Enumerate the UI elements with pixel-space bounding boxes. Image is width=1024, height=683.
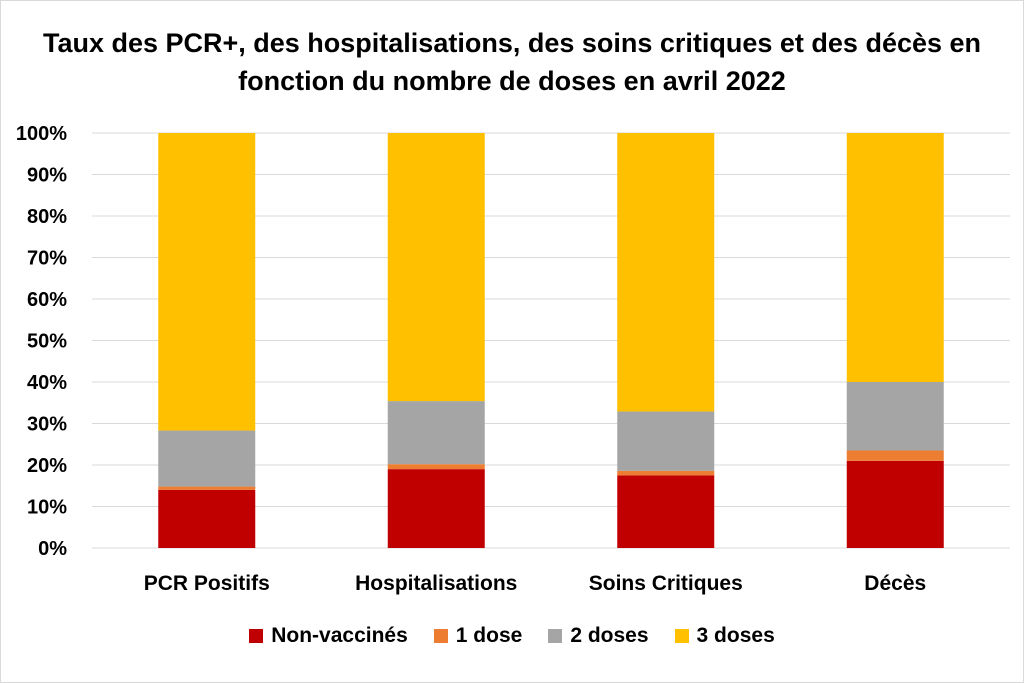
y-tick-label: 30% (27, 414, 67, 436)
bar-segment (846, 450, 944, 461)
bar-segment (387, 401, 485, 465)
bar-segment (158, 133, 256, 431)
y-tick-label: 0% (38, 538, 67, 560)
bar-segment (387, 469, 485, 548)
bar-segment (158, 430, 256, 487)
legend-label: 2 doses (570, 624, 649, 647)
bar-segment (617, 133, 715, 412)
legend-item: 2 doses (548, 624, 649, 648)
bar-segment (617, 475, 715, 548)
y-tick-label: 50% (27, 331, 67, 353)
legend-swatch (249, 629, 264, 643)
bar-segment (617, 411, 715, 471)
x-category-label: Hospitalisations (355, 572, 517, 595)
y-tick-label: 10% (27, 497, 67, 519)
legend-label: Non-vaccinés (271, 624, 408, 647)
bar-segment (617, 470, 715, 476)
legend-item: 3 doses (674, 624, 775, 648)
legend-label: 1 dose (455, 624, 523, 647)
legend-item: Non-vaccinés (249, 624, 408, 648)
legend-label: 3 doses (696, 624, 775, 647)
y-tick-label: 60% (27, 289, 67, 311)
x-category-label: Décès (864, 572, 926, 595)
y-tick-label: 90% (27, 165, 67, 187)
y-tick-label: 40% (27, 372, 67, 394)
legend: Non-vaccinés 1 dose 2 doses 3 doses (0, 624, 1024, 648)
y-tick-label: 20% (27, 455, 67, 477)
y-tick-label: 100% (16, 123, 67, 145)
y-tick-label: 80% (27, 206, 67, 228)
bar-segment (846, 133, 944, 382)
x-category-label: PCR Positifs (144, 572, 270, 595)
bar-segment (158, 489, 256, 548)
bar-segment (387, 133, 485, 402)
x-category-label: Soins Critiques (589, 572, 743, 595)
y-tick-label: 70% (27, 248, 67, 270)
legend-swatch (433, 629, 448, 643)
legend-swatch (548, 629, 563, 643)
bar-segment (846, 460, 944, 548)
bar-segment (158, 486, 256, 490)
bar-segment (846, 382, 944, 451)
chart-title: Taux des PCR+, des hospitalisations, des… (42, 28, 982, 96)
legend-item: 1 dose (433, 624, 523, 648)
bar-segment (387, 464, 485, 470)
legend-swatch (674, 629, 689, 643)
